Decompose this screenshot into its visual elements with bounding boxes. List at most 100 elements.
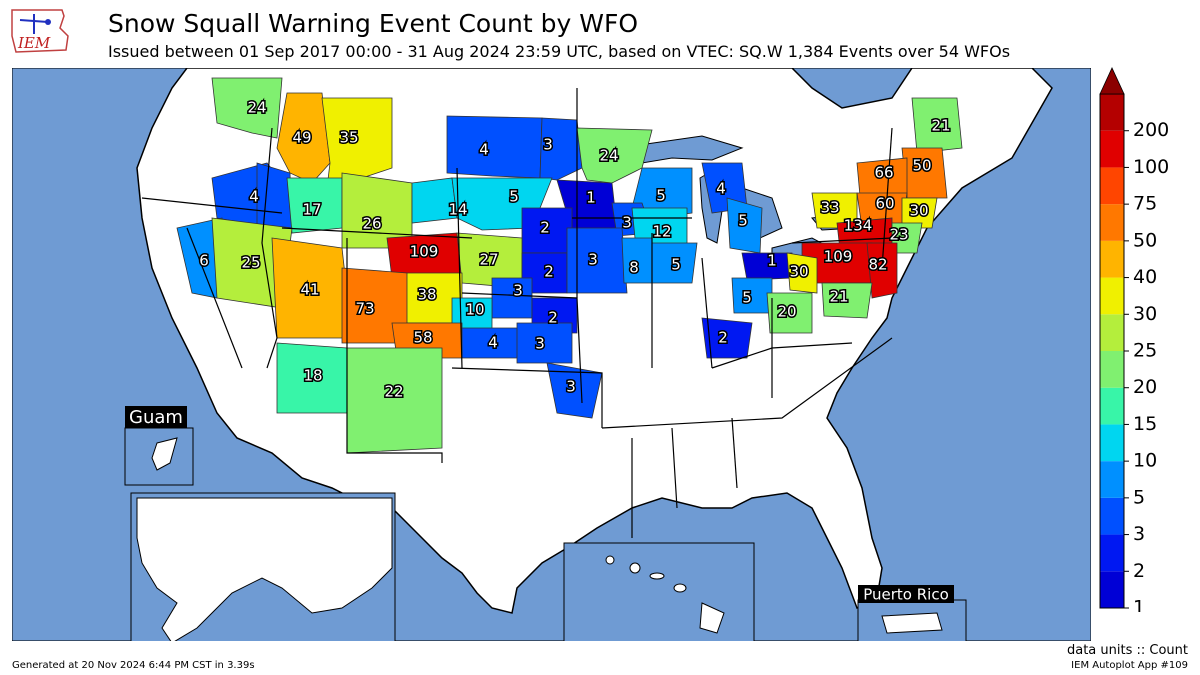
wfo-count-label: 1 bbox=[767, 252, 777, 270]
wfo-count-label: 4 bbox=[488, 334, 498, 352]
wfo-count-label: 3 bbox=[566, 378, 576, 396]
colorbar: 1 2 3 5 10 15 20 25 30 40 50 75 100 200 bbox=[1099, 67, 1169, 612]
colorbar-tick-label: 5 bbox=[1133, 486, 1145, 508]
wfo-count-label: 3 bbox=[622, 214, 632, 232]
wfo-region bbox=[911, 97, 963, 154]
wfo-region bbox=[539, 117, 583, 181]
alaska-land bbox=[136, 497, 393, 641]
colorbar-tick-label: 15 bbox=[1133, 413, 1157, 435]
generated-note: Generated at 20 Nov 2024 6:44 PM CST in … bbox=[12, 660, 255, 671]
colorbar-segment bbox=[1100, 314, 1124, 351]
wfo-region bbox=[866, 242, 898, 299]
wfo-count-label: 5 bbox=[671, 256, 681, 274]
wfo-region bbox=[766, 292, 813, 334]
puerto-rico-label-bg bbox=[858, 585, 954, 603]
wfo-count-label: 50 bbox=[912, 157, 931, 175]
wfo-region bbox=[346, 347, 443, 454]
wfo-count-label: 4 bbox=[479, 141, 489, 159]
wfo-count-label: 22 bbox=[384, 383, 403, 401]
colorbar-segment bbox=[1100, 130, 1124, 168]
data-units: data units :: Count bbox=[1066, 643, 1188, 658]
puerto-rico-label: Puerto Rico bbox=[863, 586, 949, 604]
app-credit: IEM Autoplot App #109 bbox=[1071, 660, 1188, 671]
wfo-count-label: 6 bbox=[199, 252, 209, 270]
colorbar-tick-label: 3 bbox=[1133, 523, 1145, 545]
colorbar-segment bbox=[1100, 167, 1124, 205]
wfo-count-label: 5 bbox=[509, 188, 519, 206]
wfo-count-label: 60 bbox=[875, 195, 894, 213]
colorbar-tick-label: 30 bbox=[1133, 303, 1157, 325]
wfo-count-label: 3 bbox=[543, 136, 553, 154]
page-subtitle: Issued between 01 Sep 2017 00:00 - 31 Au… bbox=[108, 42, 1011, 61]
wfo-count-label: 35 bbox=[339, 129, 358, 147]
logo-text: IEM bbox=[17, 34, 51, 52]
colorbar-segment bbox=[1100, 497, 1124, 535]
state-boundaries bbox=[141, 88, 893, 538]
wfo-count-label: 2 bbox=[548, 309, 558, 327]
colorbar-segment bbox=[1100, 277, 1124, 315]
wfo-count-label: 134 bbox=[844, 217, 873, 235]
wfo-count-label: 5 bbox=[656, 187, 666, 205]
wfo-count-label: 27 bbox=[479, 251, 498, 269]
wfo-region bbox=[901, 197, 938, 229]
colorbar-segment bbox=[1100, 94, 1124, 131]
colorbar-ticks: 1 2 3 5 10 15 20 25 30 40 50 75 100 200 bbox=[1124, 119, 1169, 612]
wfo-count-label: 4 bbox=[249, 188, 259, 206]
colorbar-tick-label: 2 bbox=[1133, 560, 1145, 582]
wfo-count-label: 24 bbox=[599, 147, 618, 165]
great-lakes bbox=[631, 135, 858, 269]
colorbar-segments bbox=[1099, 93, 1125, 609]
wfo-region bbox=[566, 227, 628, 294]
wfo-count-label: 10 bbox=[465, 301, 484, 319]
wfo-region bbox=[701, 317, 753, 359]
hawaii-islands bbox=[605, 555, 725, 634]
wfo-region bbox=[731, 277, 773, 314]
wfo-region bbox=[821, 282, 873, 319]
wfo-count-label: 12 bbox=[652, 223, 671, 241]
wfo-count-label: 82 bbox=[868, 256, 887, 274]
wfo-count-label: 109 bbox=[410, 243, 439, 261]
colorbar-tick-label: 25 bbox=[1133, 340, 1157, 362]
page-title: Snow Squall Warning Event Count by WFO bbox=[108, 9, 639, 38]
colorbar-tick-label: 100 bbox=[1133, 156, 1169, 178]
wfo-count-map: Guam Puerto Rico 24 49 35 4 3 24 4 17 26… bbox=[12, 68, 1091, 641]
wfo-count-label: 17 bbox=[302, 201, 321, 219]
wfo-count-label: 26 bbox=[362, 215, 381, 233]
wfo-count-label: 3 bbox=[588, 251, 598, 269]
wfo-count-label: 1 bbox=[586, 189, 596, 207]
colorbar-segment bbox=[1100, 571, 1124, 608]
wfo-count-label: 20 bbox=[777, 303, 796, 321]
colorbar-tick-label: 75 bbox=[1133, 193, 1157, 215]
wfo-count-label: 23 bbox=[889, 226, 908, 244]
wfo-count-label: 73 bbox=[355, 300, 374, 318]
puerto-rico-land bbox=[881, 612, 943, 634]
colorbar-segment bbox=[1100, 351, 1124, 388]
wfo-count-label: 2 bbox=[544, 263, 554, 281]
wfo-region bbox=[256, 162, 293, 234]
hawaii-inset bbox=[563, 542, 755, 641]
wfo-count-label: 5 bbox=[738, 212, 748, 230]
colorbar-tick-label: 200 bbox=[1133, 119, 1169, 141]
colorbar-segment bbox=[1100, 534, 1124, 572]
wfo-count-label: 21 bbox=[931, 117, 950, 135]
wfo-regions bbox=[176, 77, 963, 454]
wfo-region bbox=[211, 77, 283, 139]
wfo-region bbox=[546, 362, 603, 419]
wfo-count-label: 8 bbox=[629, 259, 639, 277]
colorbar-tick-label: 20 bbox=[1133, 376, 1157, 398]
colorbar-segment bbox=[1100, 424, 1124, 462]
wfo-region bbox=[491, 277, 533, 319]
guam-label: Guam bbox=[129, 407, 183, 428]
wfo-count-labels: 24 49 35 4 3 24 4 17 26 14 5 1 5 4 3 2 1… bbox=[198, 97, 952, 402]
wfo-count-label: 5 bbox=[742, 289, 752, 307]
guam-land bbox=[151, 437, 178, 471]
colorbar-segment bbox=[1100, 240, 1124, 278]
colorbar-tick-label: 50 bbox=[1133, 229, 1157, 251]
wfo-count-label: 109 bbox=[824, 248, 853, 266]
iem-logo: IEM bbox=[11, 9, 69, 53]
wfo-count-label: 41 bbox=[300, 281, 319, 299]
colorbar-tick-label: 10 bbox=[1133, 450, 1157, 472]
wfo-count-label: 25 bbox=[241, 254, 260, 272]
wfo-count-label: 66 bbox=[874, 164, 893, 182]
guam-label-bg bbox=[125, 406, 187, 428]
